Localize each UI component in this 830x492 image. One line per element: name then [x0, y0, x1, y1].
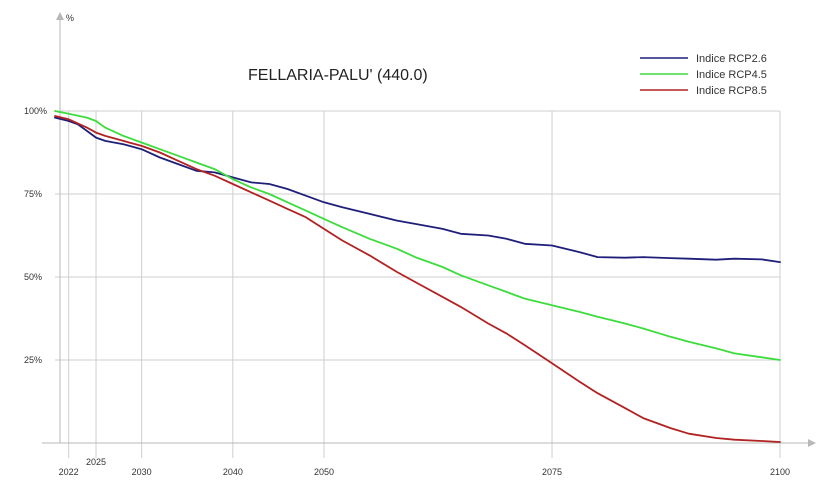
series-line-indice-rcp2-6: [54, 116, 781, 264]
x-tick-label: 2040: [223, 467, 243, 477]
y-tick-label: 50%: [24, 272, 42, 282]
y-tick-label: 100%: [24, 106, 47, 116]
tick-labels: 25% 50% 75% 100% 2022 2025 2030 2040 2050 2075 210…: [24, 106, 790, 477]
x-tick-label: 2030: [132, 467, 152, 477]
x-tick-label: 2050: [314, 467, 334, 477]
y-axis-label: %: [66, 13, 74, 23]
legend: Indice RCP2.6 Indice RCP4.5 Indice RCP8.5: [640, 53, 767, 97]
x-tick-label: 2025: [86, 457, 106, 467]
x-axis-arrow-icon: [808, 439, 816, 447]
series-line-indice-rcp8-5: [54, 115, 781, 443]
axes: %: [42, 12, 816, 447]
x-tick-label: 2022: [59, 467, 79, 477]
y-tick-label: 25%: [24, 355, 42, 365]
legend-label: Indice RCP2.6: [696, 53, 767, 65]
series-lines: [54, 110, 781, 443]
y-axis-arrow-icon: [56, 12, 64, 20]
y-tick-label: 75%: [24, 189, 42, 199]
chart-title: FELLARIA-PALU' (440.0): [248, 67, 428, 84]
legend-label: Indice RCP4.5: [696, 69, 767, 81]
series-line-indice-rcp4-5: [54, 110, 781, 361]
x-tick-label: 2100: [770, 467, 790, 477]
x-tick-label: 2075: [542, 467, 562, 477]
legend-label: Indice RCP8.5: [696, 85, 767, 97]
grid-lines: [55, 110, 781, 458]
